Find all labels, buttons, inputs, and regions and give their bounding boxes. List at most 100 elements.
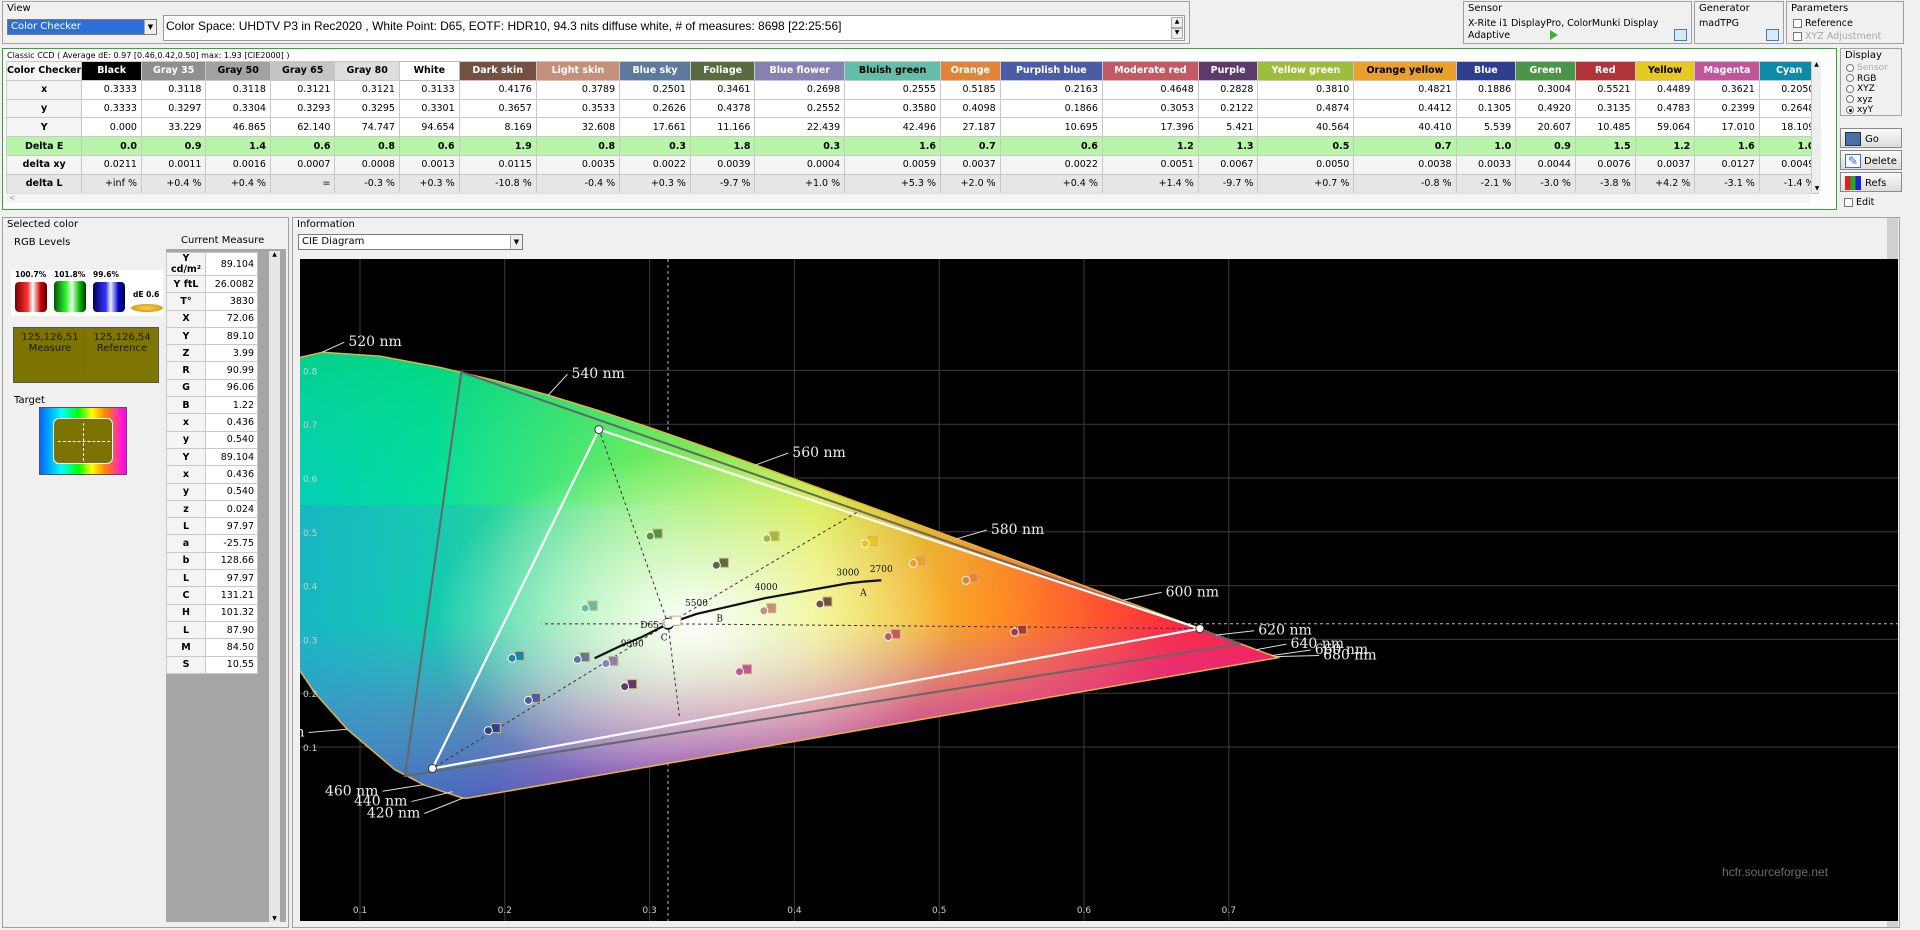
table-cell[interactable]: 0.2163	[999, 79, 1103, 100]
table-cell[interactable]: 0.7	[1353, 136, 1457, 156]
table-cell[interactable]: 11.166	[689, 117, 756, 138]
table-cell[interactable]: 0.3	[619, 136, 691, 156]
measure-value[interactable]: 0.436	[205, 465, 258, 484]
measure-value[interactable]: 89.104	[205, 447, 258, 467]
measure-value[interactable]: -25.75	[205, 534, 258, 553]
table-cell[interactable]: 0.0211	[81, 154, 142, 175]
play-icon[interactable]	[1550, 30, 1558, 40]
measure-value[interactable]: 97.97	[205, 517, 258, 536]
column-header[interactable]: Foliage	[689, 61, 756, 81]
column-header[interactable]: Purple	[1197, 61, 1259, 81]
table-cell[interactable]: 0.2050	[1758, 79, 1820, 100]
table-cell[interactable]: 0.3810	[1257, 79, 1355, 100]
table-cell[interactable]: 17.396	[1101, 117, 1199, 138]
display-option-rgb[interactable]: RGB	[1846, 74, 1888, 85]
view-mode-select[interactable]: Color Checker ▼	[7, 19, 157, 35]
table-cell[interactable]: 0.2552	[754, 98, 846, 119]
table-cell[interactable]: 0.3461	[689, 79, 756, 100]
measure-value[interactable]: 101.32	[205, 603, 258, 622]
measure-scrollbar[interactable]: ▲ ▼	[269, 251, 280, 922]
table-cell[interactable]: 40.410	[1353, 117, 1457, 138]
table-cell[interactable]: -3.8 %	[1574, 173, 1636, 194]
table-cell[interactable]: 0.3	[754, 136, 846, 156]
table-cell[interactable]: 17.010	[1694, 117, 1760, 138]
table-cell[interactable]: 20.607	[1515, 117, 1576, 138]
table-cell[interactable]: 0.3304	[205, 98, 271, 119]
scroll-up-icon[interactable]: ▲	[272, 251, 277, 258]
table-cell[interactable]: 0.0039	[689, 154, 756, 175]
table-cell[interactable]: 0.3333	[81, 79, 142, 100]
table-cell[interactable]: 1.6	[844, 136, 942, 156]
table-cell[interactable]: 0.4874	[1257, 98, 1355, 119]
table-cell[interactable]: 0.0011	[140, 154, 207, 175]
table-cell[interactable]: 0.4783	[1634, 98, 1696, 119]
table-cell[interactable]: 0.9	[140, 136, 207, 156]
measure-value[interactable]: 72.06	[205, 309, 258, 328]
table-cell[interactable]: 0.6	[269, 136, 336, 156]
table-cell[interactable]: 59.064	[1634, 117, 1696, 138]
column-header[interactable]: Purplish blue	[999, 61, 1103, 81]
table-cell[interactable]: 0.3118	[140, 79, 207, 100]
table-cell[interactable]: +inf %	[81, 173, 142, 194]
table-cell[interactable]: 42.496	[844, 117, 942, 138]
table-cell[interactable]: -9.7 %	[1197, 173, 1259, 194]
table-cell[interactable]: -0.4 %	[535, 173, 621, 194]
table-cell[interactable]: 22.439	[754, 117, 846, 138]
table-cell[interactable]: 0.3135	[1574, 98, 1636, 119]
scroll-down-icon[interactable]: ▼	[1814, 185, 1820, 192]
refs-button[interactable]: Refs	[1840, 172, 1902, 192]
column-header[interactable]: Magenta	[1694, 61, 1760, 81]
table-cell[interactable]: 0.5521	[1574, 79, 1636, 100]
column-header[interactable]: Blue sky	[619, 61, 691, 81]
column-header[interactable]: White	[398, 61, 460, 81]
measure-value[interactable]: 26.0082	[205, 274, 258, 294]
table-cell[interactable]: 32.608	[535, 117, 621, 138]
delete-button[interactable]: ✎ Delete	[1840, 150, 1902, 170]
table-cell[interactable]: +1.0 %	[754, 173, 846, 194]
table-cell[interactable]: 0.3004	[1515, 79, 1576, 100]
display-option-xyy[interactable]: xyY	[1846, 105, 1888, 116]
measure-value[interactable]: 97.97	[205, 569, 258, 588]
table-cell[interactable]: 0.2122	[1197, 98, 1259, 119]
measure-value[interactable]: 3.99	[205, 344, 258, 363]
display-option-xyz[interactable]: xyz	[1846, 95, 1888, 106]
table-cell[interactable]: 0.2828	[1197, 79, 1259, 100]
table-cell[interactable]: 0.4098	[940, 98, 1001, 119]
xyz-adjust-checkbox[interactable]: XYZ Adjustment	[1793, 31, 1881, 42]
table-cell[interactable]: -10.8 %	[458, 173, 537, 194]
table-cell[interactable]: 0.4821	[1353, 79, 1457, 100]
column-header[interactable]: Black	[81, 61, 142, 81]
table-cell[interactable]: +0.3 %	[398, 173, 460, 194]
table-cell[interactable]: 0.0004	[754, 154, 846, 175]
scroll-up-icon[interactable]: ▲	[1171, 17, 1183, 28]
table-cell[interactable]: 0.7	[940, 136, 1001, 156]
table-cell[interactable]: +5.3 %	[844, 173, 942, 194]
column-header[interactable]: Blue	[1455, 61, 1517, 81]
table-cell[interactable]: 0.8	[535, 136, 621, 156]
table-cell[interactable]: +0.7 %	[1257, 173, 1355, 194]
go-button[interactable]: Go	[1840, 128, 1902, 148]
table-cell[interactable]: 0.0067	[1197, 154, 1259, 175]
column-header[interactable]: Green	[1515, 61, 1576, 81]
table-cell[interactable]: -3.1 %	[1694, 173, 1760, 194]
table-cell[interactable]: 0.3121	[269, 79, 336, 100]
column-header[interactable]: Orange yellow	[1353, 61, 1457, 81]
table-cell[interactable]: 0.3301	[398, 98, 460, 119]
measure-value[interactable]: 0.436	[205, 413, 258, 432]
generator-config-icon[interactable]	[1766, 29, 1779, 41]
column-header[interactable]: Yellow green	[1257, 61, 1355, 81]
table-cell[interactable]: +0.4 %	[140, 173, 207, 194]
measure-value[interactable]: 3830	[205, 292, 258, 311]
table-cell[interactable]: -2.1 %	[1455, 173, 1517, 194]
table-cell[interactable]: 1.4	[205, 136, 271, 156]
table-cell[interactable]: 0.9	[1515, 136, 1576, 156]
scroll-down-icon[interactable]: ▼	[1171, 28, 1183, 39]
column-header[interactable]: Gray 35	[140, 61, 207, 81]
measure-value[interactable]: 10.55	[205, 655, 258, 674]
table-cell[interactable]: 0.4489	[1634, 79, 1696, 100]
table-cell[interactable]: -0.3 %	[334, 173, 400, 194]
table-cell[interactable]: 0.0038	[1353, 154, 1457, 175]
table-cell[interactable]: 0.2648	[1758, 98, 1820, 119]
table-cell[interactable]: 1.2	[1634, 136, 1696, 156]
table-cell[interactable]: 10.485	[1574, 117, 1636, 138]
